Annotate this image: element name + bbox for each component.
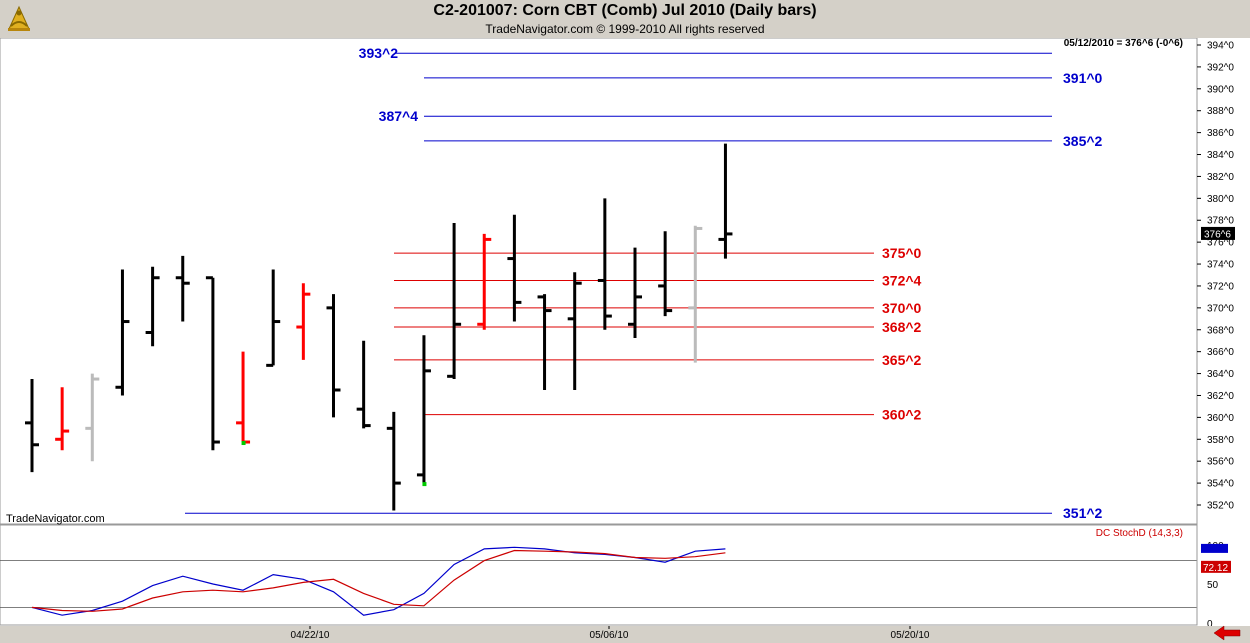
level-label: 360^2 bbox=[882, 407, 922, 423]
ohlc-bar bbox=[507, 214, 522, 322]
level-label: 385^2 bbox=[1063, 133, 1103, 149]
level-label: 387^4 bbox=[379, 108, 419, 124]
last-value-readout: 05/12/2010 = 376^6 (-0^6) bbox=[1064, 38, 1183, 49]
chart-header: C2-201007: Corn CBT (Comb) Jul 2010 (Dai… bbox=[0, 0, 1250, 38]
y-tick-label: 378^0 bbox=[1207, 216, 1234, 227]
ohlc-bar bbox=[447, 222, 462, 380]
ohlc-bar bbox=[85, 373, 100, 462]
ohlc-bar bbox=[567, 272, 582, 390]
d-value-label: 72.12 bbox=[1203, 563, 1228, 574]
price-levels: 393^2 391^0 387^4 385^2 375^0 372^4 370^0 368^2… bbox=[185, 45, 1103, 521]
stochastic-series bbox=[31, 549, 726, 612]
ohlc-bar bbox=[296, 283, 311, 360]
level-label: 393^2 bbox=[359, 45, 399, 61]
ohlc-bar bbox=[628, 247, 642, 338]
level-label: 368^2 bbox=[882, 319, 922, 335]
y-tick-label: 358^0 bbox=[1207, 435, 1234, 446]
low-marker bbox=[422, 482, 427, 487]
last-price-label: 376^6 bbox=[1204, 229, 1231, 240]
ohlc-bar bbox=[266, 269, 281, 367]
y-tick-label: 380^0 bbox=[1207, 194, 1234, 205]
y-tick-label: 360^0 bbox=[1207, 413, 1234, 424]
stochastic-pane: DC StochD (14,3,3) 10050072.12 bbox=[0, 524, 1231, 630]
y-tick-label: 376^0 bbox=[1207, 238, 1234, 249]
ohlc-bar bbox=[205, 276, 220, 451]
ohlc-bar bbox=[175, 255, 190, 322]
price-bars bbox=[25, 143, 733, 511]
y-tick-label: 362^0 bbox=[1207, 391, 1234, 402]
ohlc-bar bbox=[145, 266, 160, 347]
ohlc-bar bbox=[25, 379, 39, 473]
stoch-tick-label: 50 bbox=[1207, 580, 1219, 591]
level-label: 370^0 bbox=[882, 300, 922, 316]
level-label: 351^2 bbox=[1063, 505, 1103, 521]
last-price-marker bbox=[1201, 226, 1235, 240]
y-tick-label: 394^0 bbox=[1207, 41, 1234, 52]
y-tick-label: 392^0 bbox=[1207, 62, 1234, 73]
chart-subtitle: TradeNavigator.com © 1999-2010 All right… bbox=[485, 22, 765, 36]
d-value-marker bbox=[1201, 560, 1231, 573]
level-label: 375^0 bbox=[882, 245, 922, 261]
ohlc-bar bbox=[477, 233, 492, 330]
x-tick-label: 04/22/10 bbox=[291, 630, 330, 641]
watermark: TradeNavigator.com bbox=[6, 513, 105, 525]
y-tick-label: 368^0 bbox=[1207, 325, 1234, 336]
chart-area: 05/12/2010 = 376^6 (-0^6) TradeNavigator… bbox=[0, 38, 1250, 643]
y-tick-label: 356^0 bbox=[1207, 457, 1234, 468]
y-tick-label: 374^0 bbox=[1207, 260, 1234, 271]
stochastic-lines bbox=[0, 546, 1197, 616]
y-tick-label: 370^0 bbox=[1207, 303, 1234, 314]
level-label: 391^0 bbox=[1063, 70, 1103, 86]
ohlc-bar bbox=[658, 231, 673, 317]
price-pane: 05/12/2010 = 376^6 (-0^6) TradeNavigator… bbox=[0, 38, 1235, 525]
scroll-arrow-icon[interactable] bbox=[1213, 625, 1241, 641]
y-tick-label: 386^0 bbox=[1207, 128, 1234, 139]
ohlc-bar bbox=[718, 143, 733, 259]
y-tick-label: 364^0 bbox=[1207, 369, 1234, 380]
level-label: 372^4 bbox=[882, 272, 922, 288]
ohlc-bar bbox=[537, 294, 552, 390]
ohlc-bar bbox=[416, 335, 431, 484]
y-tick-label: 390^0 bbox=[1207, 84, 1234, 95]
x-tick-label: 05/06/10 bbox=[590, 630, 629, 641]
level-label: 365^2 bbox=[882, 352, 922, 368]
ohlc-bar bbox=[326, 294, 341, 418]
price-axis: 394^0 392^0 390^0 388^0 386^0 384^0 382^0 380^0… bbox=[1196, 38, 1235, 524]
indicator-title: DC StochD (14,3,3) bbox=[1096, 528, 1183, 539]
stoch-tick-label: 0 bbox=[1207, 619, 1213, 630]
date-axis: 04/22/10 05/06/10 05/20/10 bbox=[0, 626, 1250, 643]
y-tick-label: 384^0 bbox=[1207, 150, 1234, 161]
y-tick-label: 354^0 bbox=[1207, 479, 1234, 490]
y-tick-label: 372^0 bbox=[1207, 281, 1234, 292]
ohlc-bar bbox=[55, 387, 70, 451]
k-value-marker bbox=[1201, 543, 1228, 553]
ohlc-bar bbox=[386, 411, 401, 511]
stochastic-series bbox=[31, 546, 726, 616]
stochastic-axis: 10050072.12 bbox=[1196, 525, 1231, 630]
y-tick-label: 352^0 bbox=[1207, 501, 1234, 512]
ohlc-bar bbox=[688, 225, 703, 363]
ohlc-bar bbox=[115, 269, 130, 396]
ohlc-bar bbox=[356, 340, 371, 429]
y-tick-label: 388^0 bbox=[1207, 106, 1234, 117]
sextant-icon bbox=[8, 5, 30, 31]
x-tick-label: 05/20/10 bbox=[891, 630, 930, 641]
y-tick-label: 382^0 bbox=[1207, 172, 1234, 183]
y-tick-label: 366^0 bbox=[1207, 347, 1234, 358]
low-marker bbox=[241, 441, 246, 446]
ohlc-bar bbox=[597, 198, 612, 330]
chart-title: C2-201007: Corn CBT (Comb) Jul 2010 (Dai… bbox=[433, 2, 817, 19]
